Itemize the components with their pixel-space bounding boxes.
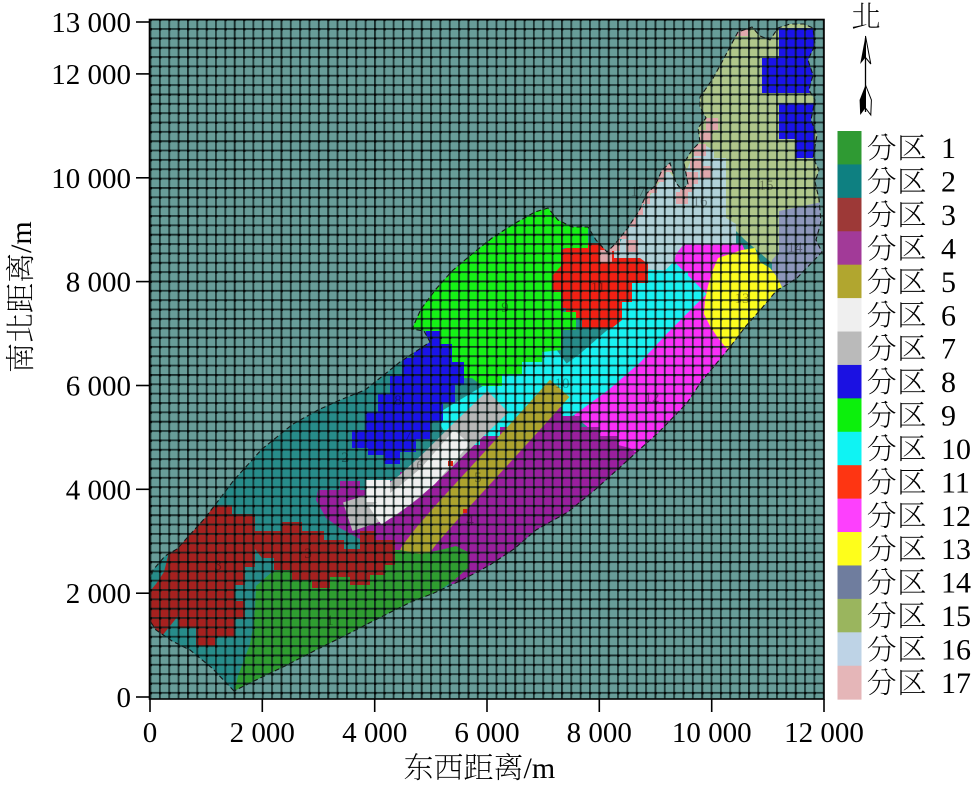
svg-text:8 000: 8 000 [66,267,131,299]
svg-text:5: 5 [474,470,482,486]
svg-text:11: 11 [941,466,970,499]
svg-text:/m: /m [524,752,556,785]
svg-text:11: 11 [591,280,605,296]
svg-text:6 000: 6 000 [66,371,131,403]
svg-text:4: 4 [466,513,474,529]
svg-text:6: 6 [941,299,956,332]
svg-text:4 000: 4 000 [342,717,407,749]
svg-text:9: 9 [941,400,956,433]
svg-text:14: 14 [788,240,804,256]
svg-text:8 000: 8 000 [567,717,632,749]
svg-text:6 000: 6 000 [454,717,519,749]
svg-text:10: 10 [555,376,570,392]
svg-text:7: 7 [404,428,412,444]
svg-text:1: 1 [326,613,334,629]
svg-text:8: 8 [941,366,956,399]
svg-text:4: 4 [941,233,956,266]
svg-text:10 000: 10 000 [51,163,131,195]
svg-text:8: 8 [394,393,402,409]
svg-text:13 000: 13 000 [51,7,131,39]
svg-text:15: 15 [941,600,971,633]
svg-text:2 000: 2 000 [230,717,295,749]
svg-text:17: 17 [631,184,647,200]
svg-text:5: 5 [941,266,956,299]
svg-text:16: 16 [941,634,971,667]
svg-text:12 000: 12 000 [784,717,864,749]
svg-text:16: 16 [693,194,709,210]
svg-text:3: 3 [304,546,312,562]
svg-text:13: 13 [735,291,750,307]
svg-text:2 000: 2 000 [66,578,131,610]
svg-text:9: 9 [501,300,509,316]
svg-text:13: 13 [941,533,971,566]
svg-text:7: 7 [941,333,956,366]
svg-text:10: 10 [941,433,971,466]
svg-text:6: 6 [416,458,424,474]
svg-text:15: 15 [759,178,774,194]
svg-text:3: 3 [214,558,222,574]
svg-text:4 000: 4 000 [66,474,131,506]
svg-text:10 000: 10 000 [672,717,752,749]
svg-text:2: 2 [341,450,349,466]
svg-text:12: 12 [941,500,971,533]
svg-text:12 000: 12 000 [51,59,131,91]
svg-text:12: 12 [645,390,660,406]
svg-text:2: 2 [941,166,956,199]
svg-text:1: 1 [941,132,956,165]
svg-text:17: 17 [941,667,971,700]
svg-text:3: 3 [941,199,956,232]
svg-text:0: 0 [117,682,132,714]
svg-text:14: 14 [941,567,971,600]
svg-text:0: 0 [143,717,158,749]
svg-text:/m: /m [5,221,38,253]
